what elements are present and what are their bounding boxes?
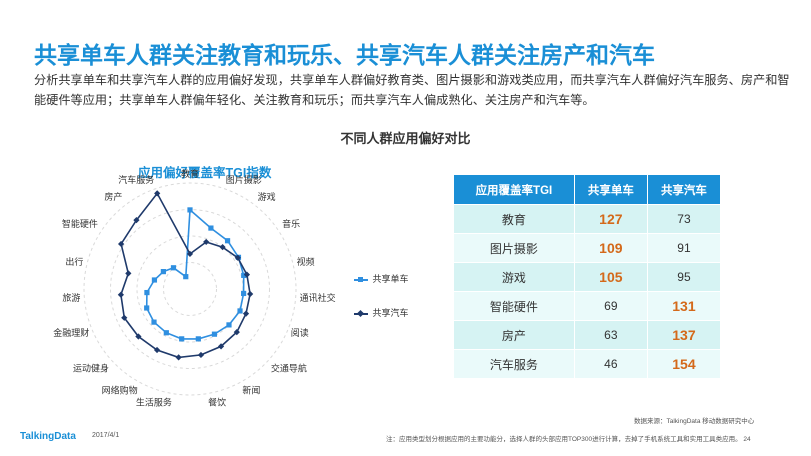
chart-subtitle: 不同人群应用偏好对比	[340, 131, 471, 146]
radar-axis-label: 汽车服务	[118, 174, 154, 185]
radar-grid-ring	[83, 182, 297, 396]
radar-grid-ring	[163, 262, 217, 316]
radar-axis-label: 出行	[65, 256, 83, 267]
legend-bike-swatch	[354, 276, 368, 282]
talkingdata-logo: TalkingData	[20, 431, 76, 442]
radar-axis-label: 旅游	[62, 292, 80, 303]
table-cell-bike: 46	[573, 349, 648, 379]
table-cell-car: 95	[646, 262, 722, 292]
table-cell-category: 图片摄影	[453, 233, 575, 263]
radar-axis-label: 教育	[181, 168, 199, 179]
table-row: 房产 63 137	[453, 320, 722, 350]
table-cell-car: 131	[646, 291, 722, 321]
table-row: 智能硬件 69 131	[453, 291, 722, 321]
radar-point	[151, 277, 158, 283]
table-header-car: 共享汽车	[646, 174, 722, 205]
radar-point	[186, 250, 194, 258]
radar-axis-label: 运动健身	[73, 363, 109, 374]
table-header-row: 应用覆盖率TGI 共享单车 共享汽车	[453, 174, 722, 205]
table-cell-car: 73	[646, 204, 722, 234]
radar-point	[237, 308, 243, 314]
table-cell-category: 智能硬件	[453, 291, 575, 321]
radar-point	[117, 291, 125, 298]
radar-axis-label: 房产	[104, 191, 122, 202]
radar-point	[208, 225, 214, 231]
radar-axis-label: 生活服务	[136, 396, 172, 407]
radar-axis-label: 金融理财	[53, 327, 89, 338]
radar-point	[241, 272, 247, 278]
radar-point	[163, 330, 169, 336]
table-cell-category: 教育	[453, 204, 575, 234]
table-cell-bike: 63	[573, 320, 648, 350]
radar-point	[211, 331, 218, 337]
legend-car-swatch	[354, 309, 368, 317]
radar-point	[224, 238, 231, 244]
radar-point	[183, 274, 189, 280]
radar-point	[175, 354, 182, 361]
radar-point	[241, 290, 247, 297]
table-cell-car: 91	[646, 233, 722, 263]
radar-point	[160, 269, 166, 275]
radar-point	[242, 310, 250, 317]
radar-point	[197, 351, 205, 359]
table-cell-category: 游戏	[453, 262, 575, 292]
radar-point	[151, 319, 157, 325]
table-row: 教育 127 73	[453, 204, 722, 234]
radar-series-line	[120, 191, 251, 359]
radar-axis-label: 餐饮	[208, 396, 226, 407]
report-date: 2017/4/1	[92, 432, 120, 439]
legend-car: 共享汽车	[354, 306, 409, 319]
radar-axis-label: 智能硬件	[62, 218, 98, 229]
table-cell-bike: 127	[573, 204, 648, 234]
radar-axis-label: 阅读	[291, 327, 309, 338]
table-cell-car: 154	[646, 349, 722, 379]
table-header-metric: 应用覆盖率TGI	[453, 174, 575, 205]
page-number: 24	[743, 436, 751, 443]
table-cell-category: 房产	[453, 320, 575, 350]
page-description: 分析共享单车和共享汽车人群的应用偏好发现，共享单车人群偏好教育类、图片摄影和游戏…	[34, 73, 790, 107]
table-row: 游戏 105 95	[453, 262, 722, 292]
table-cell-bike: 69	[573, 291, 648, 321]
radar-point	[144, 289, 150, 296]
legend-bike-label: 共享单车	[372, 274, 409, 284]
radar-axis-label: 新闻	[242, 385, 260, 396]
radar-point	[125, 270, 132, 277]
legend-bike: 共享单车	[354, 272, 409, 285]
table-cell-bike: 109	[573, 233, 648, 263]
radar-point	[170, 265, 177, 271]
radar-series-line	[145, 208, 245, 340]
radar-title: 应用偏好覆盖率TGI指数	[138, 166, 272, 180]
radar-point	[247, 290, 254, 298]
radar-point	[144, 305, 150, 311]
radar-point	[195, 336, 201, 342]
page-title: 共享单车人群关注教育和玩乐、共享汽车人群关注房产和汽车	[34, 42, 655, 68]
radar-point	[226, 322, 232, 328]
radar-axis-label: 通讯社交	[300, 292, 336, 303]
legend-car-label: 共享汽车	[372, 308, 409, 318]
radar-point	[187, 207, 193, 213]
radar-axis-label: 视频	[297, 256, 315, 267]
tgi-table: 应用覆盖率TGI 共享单车 共享汽车 教育 127 73 图片摄影 109 91 游戏 105…	[453, 174, 722, 379]
radar-axis-label: 图片摄影	[226, 174, 262, 185]
footnote: 注：应用类型划分根据应用的主要功能分，选择人群的头部应用TOP300进行计算，去…	[386, 436, 751, 443]
table-cell-bike: 105	[573, 262, 648, 292]
radar-axis-label: 音乐	[282, 218, 300, 229]
table-cell-car: 137	[646, 320, 722, 350]
radar-axis-label: 交通导航	[271, 363, 307, 374]
radar-point	[121, 314, 128, 321]
radar-grid-ring	[110, 209, 270, 369]
data-source: 数据来源：TalkingData 移动数据研究中心	[634, 418, 755, 425]
table-row: 图片摄影 109 91	[453, 233, 722, 263]
table-row: 汽车服务 46 154	[453, 349, 722, 379]
radar-axis-label: 游戏	[258, 191, 276, 202]
radar-point	[233, 328, 240, 336]
radar-point	[179, 336, 185, 342]
table-header-bike: 共享单车	[573, 174, 648, 205]
radar-axis-label: 网络购物	[102, 385, 138, 396]
table-cell-category: 汽车服务	[453, 349, 575, 379]
